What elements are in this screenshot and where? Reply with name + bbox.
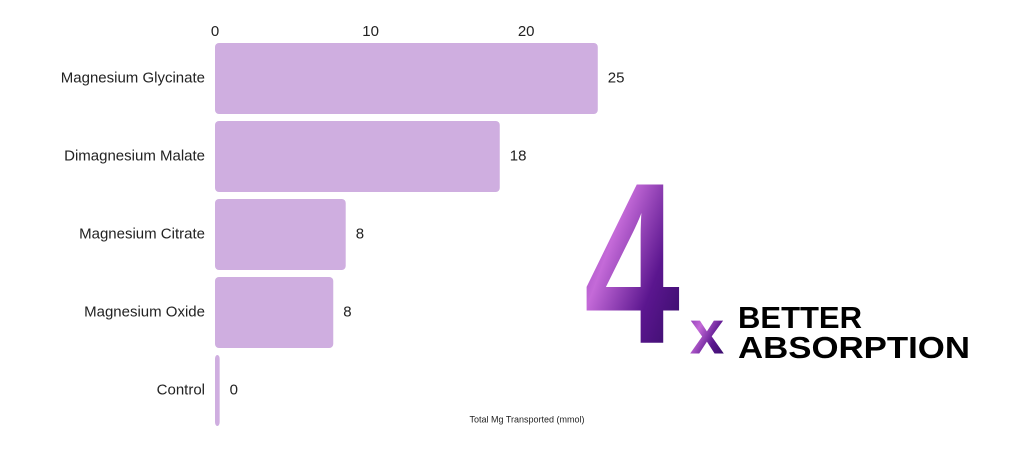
x-tick-label: 10 <box>362 23 379 40</box>
category-label: Dimagnesium Malate <box>64 147 205 164</box>
data-label: 8 <box>343 303 351 320</box>
category-label: Magnesium Oxide <box>84 303 205 320</box>
badge-line2: ABSORPTION <box>738 330 970 365</box>
bar <box>215 43 598 114</box>
data-label: 18 <box>510 147 527 164</box>
x-axis-title: Total Mg Transported (mmol) <box>469 414 584 424</box>
badge-number: 4 <box>584 135 680 392</box>
bar <box>215 277 334 348</box>
category-label: Magnesium Citrate <box>79 225 205 242</box>
category-label: Magnesium Glycinate <box>61 69 205 86</box>
badge-line1: BETTER <box>738 300 862 335</box>
badge-multiplier: x <box>690 298 725 367</box>
category-label: Control <box>157 381 205 398</box>
data-label: 8 <box>356 225 364 242</box>
data-label: 0 <box>230 381 238 398</box>
bar <box>215 355 220 426</box>
x-tick-label: 0 <box>211 23 219 40</box>
bar <box>215 121 500 192</box>
x-tick-label: 20 <box>518 23 535 40</box>
bar <box>215 199 346 270</box>
data-label: 25 <box>608 69 625 86</box>
